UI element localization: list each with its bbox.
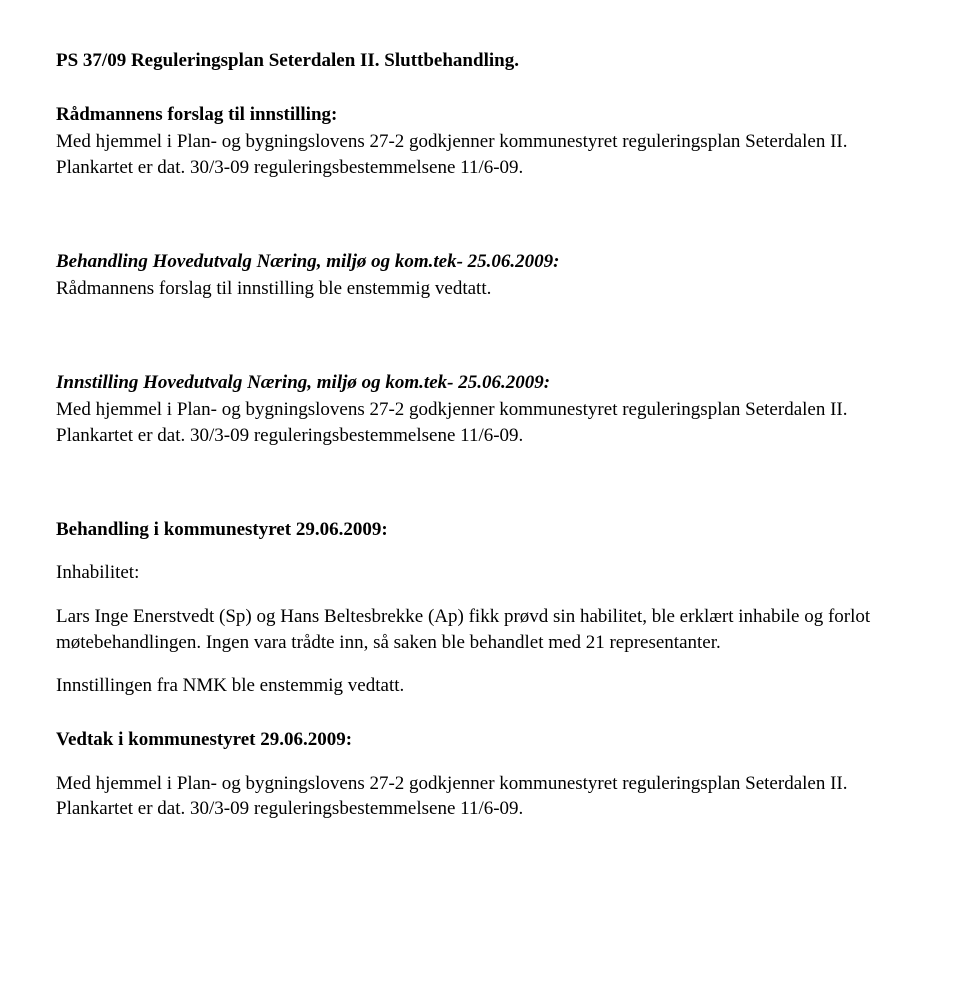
inhabilitet-body: Lars Inge Enerstvedt (Sp) og Hans Beltes… [56, 604, 904, 655]
forslag-heading: Rådmannens forslag til innstilling: [56, 102, 904, 128]
behandling1-heading: Behandling Hovedutvalg Næring, miljø og … [56, 249, 904, 275]
innstilling-body: Med hjemmel i Plan- og bygningslovens 27… [56, 397, 904, 448]
vedtak-body: Med hjemmel i Plan- og bygningslovens 27… [56, 771, 904, 822]
behandling2-heading: Behandling i kommunestyret 29.06.2009: [56, 517, 904, 543]
innstilling-heading: Innstilling Hovedutvalg Næring, miljø og… [56, 370, 904, 396]
behandling1-body: Rådmannens forslag til innstilling ble e… [56, 276, 904, 302]
document-title: PS 37/09 Reguleringsplan Seterdalen II. … [56, 48, 904, 74]
vedtak-heading: Vedtak i kommunestyret 29.06.2009: [56, 727, 904, 753]
inhabilitet-label: Inhabilitet: [56, 560, 904, 586]
innstilling-nmk: Innstillingen fra NMK ble enstemmig vedt… [56, 673, 904, 699]
forslag-body: Med hjemmel i Plan- og bygningslovens 27… [56, 129, 904, 180]
